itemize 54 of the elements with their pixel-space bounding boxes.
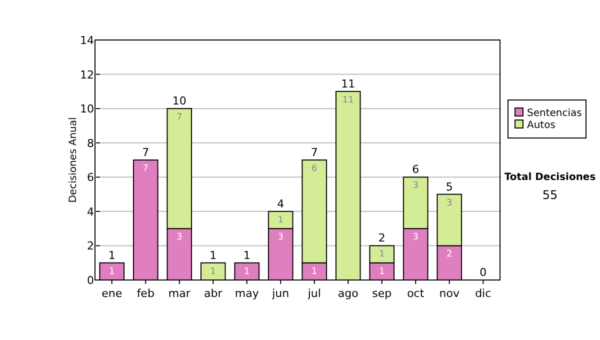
total-label: 5 <box>446 180 453 194</box>
data-label: 6 <box>312 164 318 174</box>
y-tick-label: 0 <box>87 274 94 287</box>
total-label: 0 <box>480 266 487 279</box>
data-label: 3 <box>412 181 418 192</box>
data-label: 1 <box>278 215 284 226</box>
total-label: 4 <box>277 197 284 210</box>
data-label: 1 <box>379 266 385 277</box>
y-tick-label: 12 <box>80 68 94 82</box>
data-label: 11 <box>342 95 354 106</box>
total-label: 1 <box>243 248 250 262</box>
x-tick-label: feb <box>136 287 154 300</box>
total-label: 2 <box>378 232 386 245</box>
y-tick-label: 8 <box>87 136 94 150</box>
x-tick-label: may <box>234 287 260 300</box>
x-tick-label: dic <box>475 287 492 300</box>
x-tick-label: sep <box>372 287 392 300</box>
y-tick-label: 14 <box>80 34 94 47</box>
data-label: 3 <box>446 198 452 208</box>
total-label: 10 <box>172 94 186 108</box>
total-label: 1 <box>210 248 217 262</box>
data-label: 1 <box>109 266 115 277</box>
data-label: 1 <box>244 266 250 277</box>
data-label: 2 <box>446 250 452 260</box>
total-label: 7 <box>142 146 150 159</box>
data-label: 1 <box>312 266 318 277</box>
x-tick-label: jul <box>306 287 321 300</box>
x-tick-label: jun <box>271 287 290 300</box>
y-tick-label: 10 <box>80 102 94 116</box>
y-axis-title: Decisiones Anual <box>68 117 79 203</box>
data-label: 1 <box>210 266 216 277</box>
x-tick-label: abr <box>204 287 223 300</box>
data-label: 7 <box>142 164 148 174</box>
x-tick-label: ago <box>338 287 359 300</box>
data-label: 7 <box>176 112 182 123</box>
x-tick-label: nov <box>439 287 460 300</box>
text: 55 <box>542 188 558 202</box>
legend-label: Autos <box>527 120 556 131</box>
total-label: 1 <box>108 248 116 262</box>
x-tick-label: mar <box>168 287 191 300</box>
y-tick-label: 4 <box>87 205 94 218</box>
x-tick-label: oct <box>407 287 425 300</box>
text: Total Decisiones <box>504 172 596 183</box>
data-label: 3 <box>176 232 182 243</box>
data-label: 3 <box>278 232 284 243</box>
y-tick-label: 2 <box>87 240 94 253</box>
legend-label: Sentencias <box>527 108 582 119</box>
total-label: 7 <box>310 146 318 159</box>
data-label: 3 <box>412 232 418 243</box>
y-tick-label: 6 <box>87 171 94 184</box>
total-label: 11 <box>341 77 356 90</box>
total-label: 6 <box>412 163 420 176</box>
data-label: 1 <box>379 250 385 260</box>
x-tick-label: ene <box>102 287 122 300</box>
